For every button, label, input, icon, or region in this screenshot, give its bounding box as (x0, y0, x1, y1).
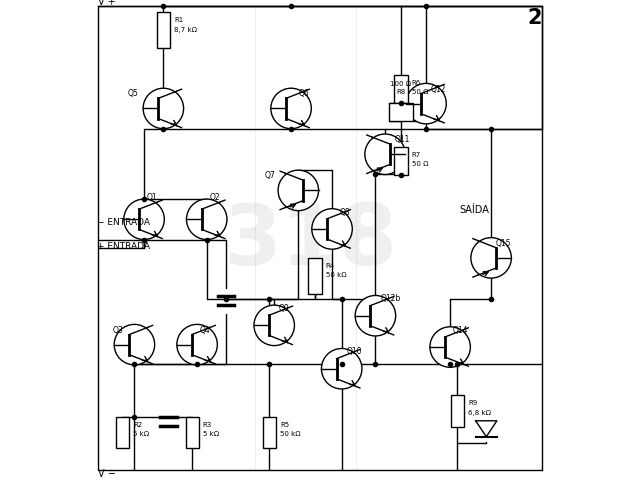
Text: R6: R6 (412, 80, 421, 85)
Bar (157, 12, 170, 48)
Text: 5 kΩ: 5 kΩ (133, 431, 149, 437)
Text: Q12: Q12 (431, 85, 446, 94)
Text: 6,8 kΩ: 6,8 kΩ (468, 410, 491, 415)
Bar (394, 75, 408, 103)
Text: 318: 318 (223, 201, 397, 281)
Text: 5 kΩ: 5 kΩ (203, 431, 219, 437)
Bar (394, 147, 408, 175)
Text: Q3: Q3 (113, 326, 124, 335)
Text: − ENTRADA: − ENTRADA (97, 218, 150, 227)
Circle shape (365, 134, 405, 174)
Circle shape (143, 88, 184, 129)
Circle shape (278, 170, 319, 211)
Text: R4: R4 (326, 263, 335, 268)
Text: Q14: Q14 (452, 326, 468, 335)
Circle shape (186, 199, 227, 240)
Circle shape (177, 324, 218, 365)
Bar (116, 417, 129, 448)
Text: Q6: Q6 (298, 90, 309, 98)
Text: Q5: Q5 (127, 90, 138, 98)
Text: V +: V + (99, 0, 116, 7)
Text: + ENTRADA: + ENTRADA (97, 242, 150, 251)
Bar (262, 417, 276, 448)
Text: R7: R7 (412, 152, 421, 158)
Circle shape (114, 324, 155, 365)
Text: Q7: Q7 (264, 172, 275, 180)
Bar (389, 103, 413, 121)
Text: Q11: Q11 (395, 135, 410, 144)
Text: Q4: Q4 (200, 326, 211, 335)
Text: Q15: Q15 (496, 239, 511, 248)
Text: Q12b: Q12b (380, 295, 401, 303)
Circle shape (312, 209, 352, 249)
Bar (308, 258, 322, 294)
Circle shape (406, 83, 446, 124)
Circle shape (321, 348, 362, 389)
Text: 50 Ω: 50 Ω (412, 161, 428, 167)
Text: R9: R9 (468, 400, 477, 406)
Bar (451, 395, 464, 427)
Circle shape (471, 238, 511, 278)
Circle shape (430, 327, 470, 367)
Text: V −: V − (99, 469, 116, 479)
Bar (186, 417, 199, 448)
Circle shape (254, 305, 294, 346)
Text: Q9: Q9 (279, 304, 290, 313)
Text: Q10: Q10 (346, 348, 362, 356)
Text: R5: R5 (280, 422, 289, 428)
Text: 50 Ω: 50 Ω (412, 89, 428, 95)
Text: 50 kΩ: 50 kΩ (326, 272, 346, 278)
Text: 100 Ω: 100 Ω (390, 81, 412, 87)
Text: R3: R3 (203, 422, 212, 428)
Text: Q1: Q1 (147, 193, 157, 202)
Text: R1: R1 (174, 17, 183, 23)
Text: R8: R8 (396, 89, 406, 94)
Text: Q8: Q8 (339, 208, 350, 216)
Circle shape (124, 199, 164, 240)
Text: Q2: Q2 (209, 193, 220, 202)
Text: 50 kΩ: 50 kΩ (280, 431, 301, 437)
Text: SAÍDA: SAÍDA (460, 205, 490, 214)
Text: 8,7 kΩ: 8,7 kΩ (174, 27, 197, 32)
Circle shape (271, 88, 311, 129)
Text: R2: R2 (133, 422, 142, 428)
Circle shape (355, 295, 396, 336)
Text: 2: 2 (527, 8, 541, 28)
